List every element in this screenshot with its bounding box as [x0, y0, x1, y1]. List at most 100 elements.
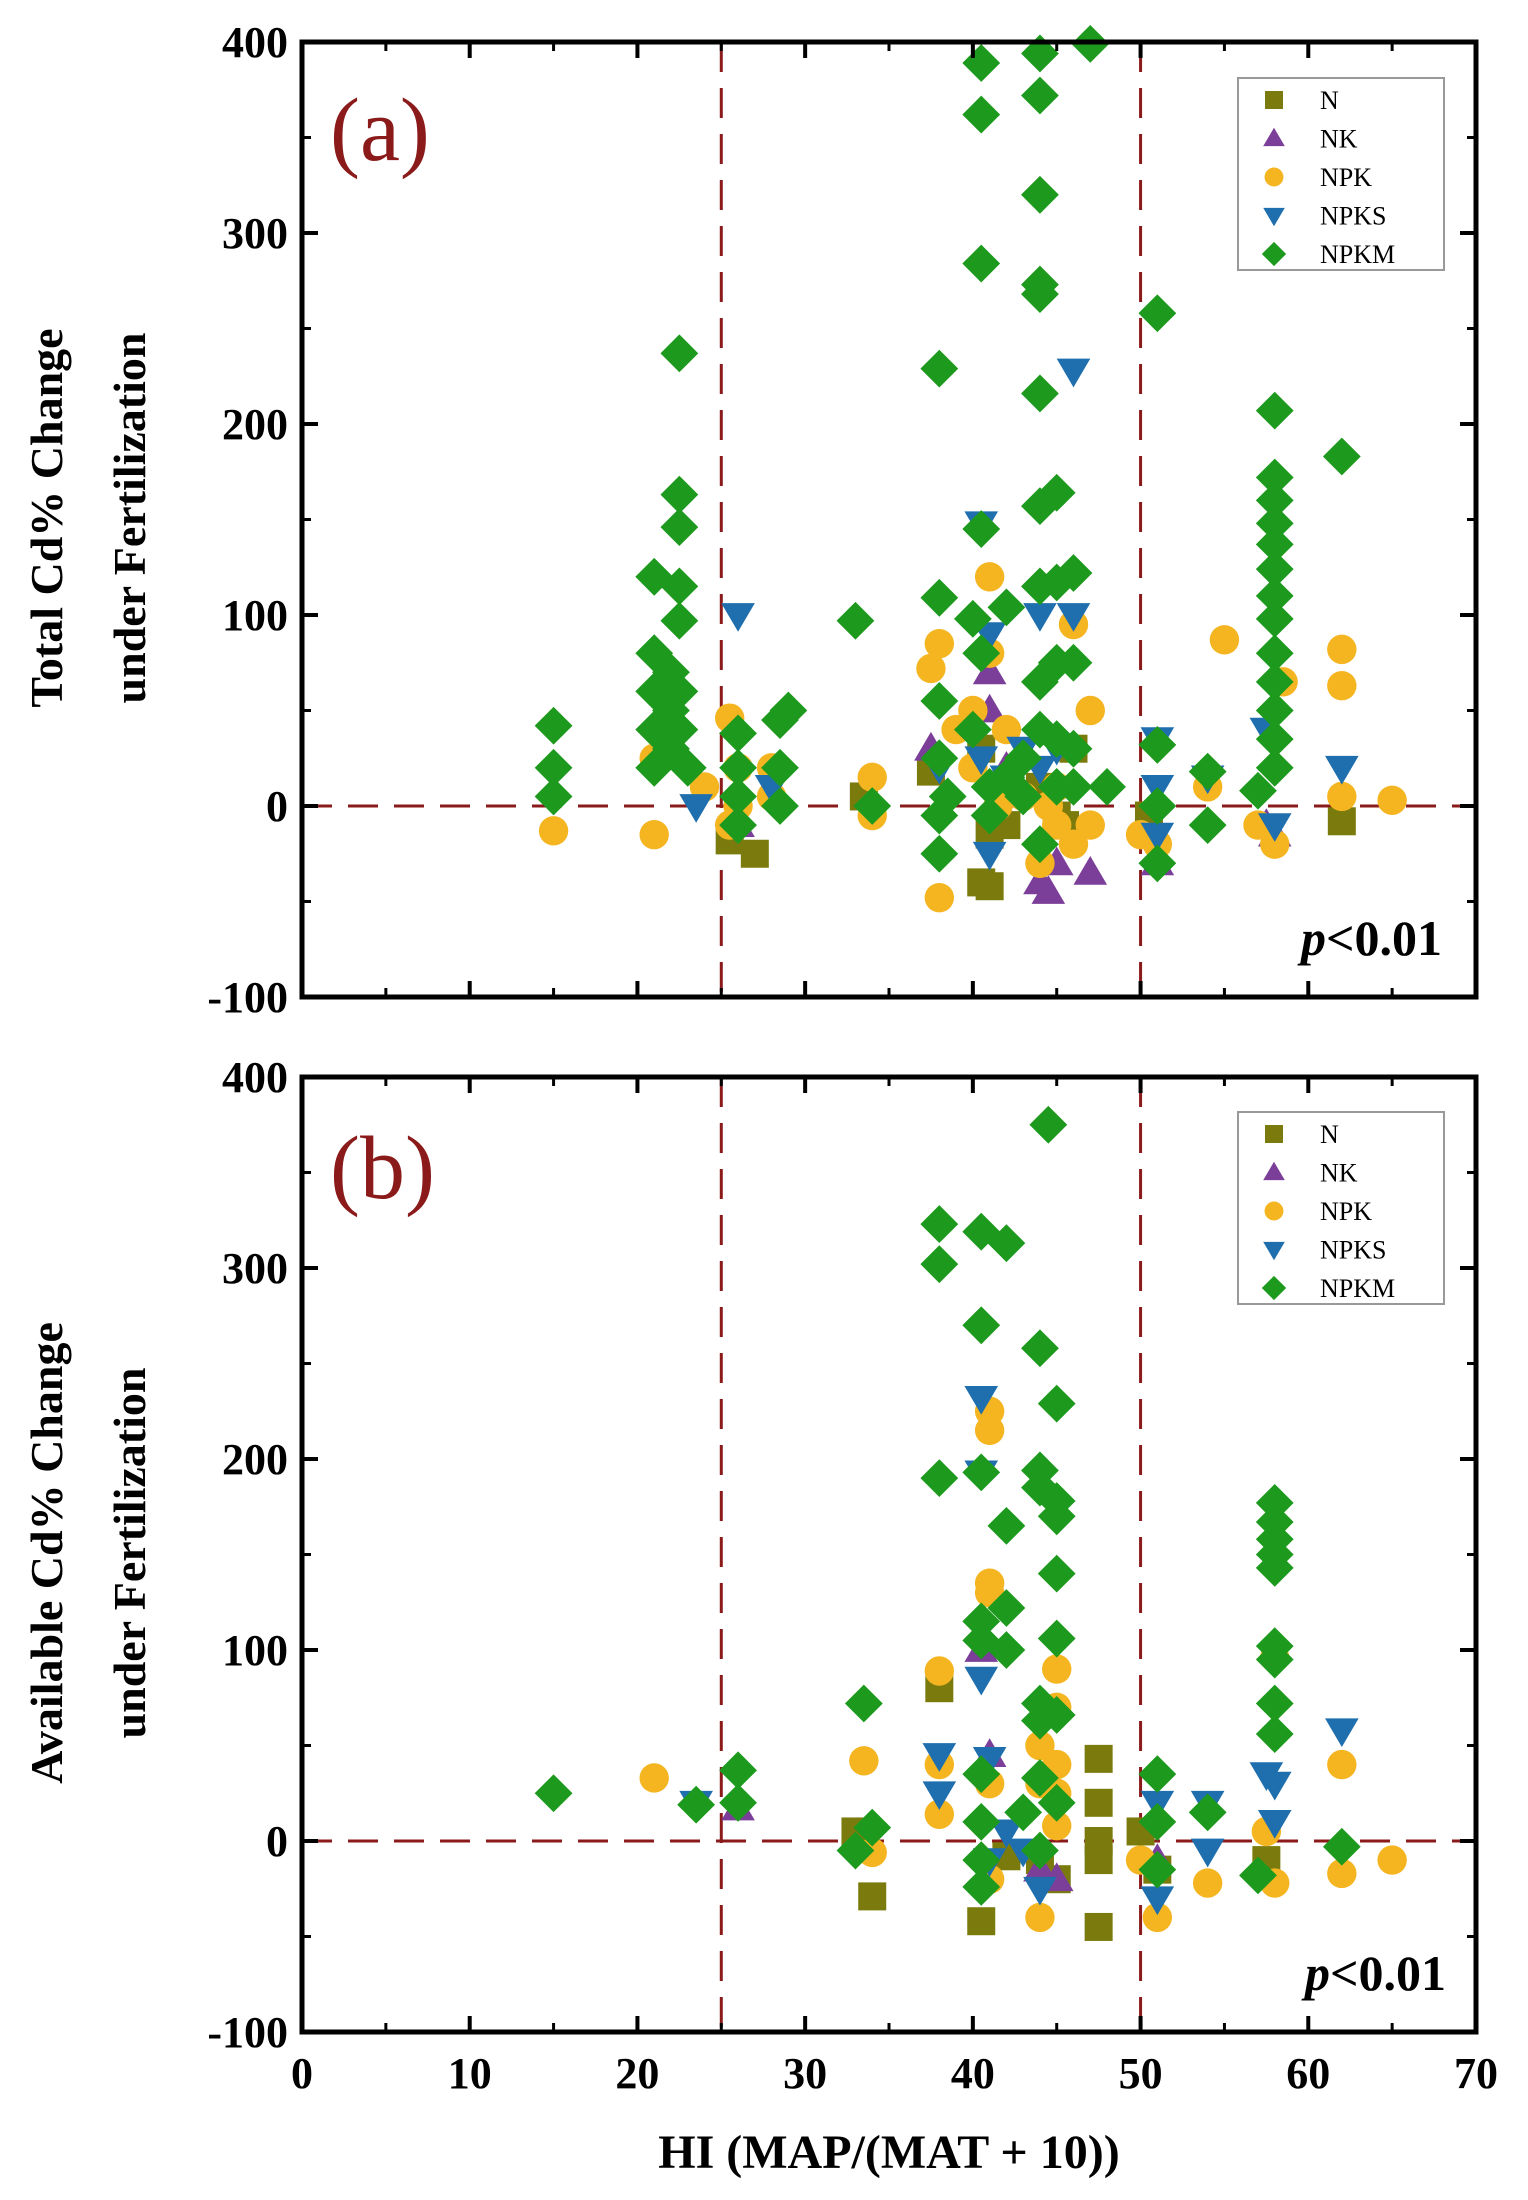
panel-a-point-npkm	[920, 682, 959, 720]
panel-a-point-npkm	[1255, 599, 1294, 638]
panel-b-point-n	[1084, 1912, 1113, 1941]
panel-a-point-npkm	[953, 599, 992, 638]
panel-b-point-npks	[1140, 1886, 1175, 1916]
panel-b-point-npks	[1325, 1718, 1359, 1748]
panel-b-tag: (b)	[330, 1119, 435, 1218]
panel-a-ytick-label: 300	[222, 209, 288, 258]
panel-b-xtick-label: 0	[291, 2049, 313, 2098]
panel-a-point-npkm	[660, 475, 699, 514]
panel-b-point-npkm	[962, 1621, 1001, 1660]
panel-a-point-npkm	[920, 578, 959, 617]
panel-b-point-npkm	[920, 1459, 959, 1497]
panel-a-points	[534, 25, 1407, 913]
panel-b-legend-label-n: N	[1320, 1120, 1339, 1149]
panel-a-point-npkm	[1255, 634, 1294, 673]
panel-b-point-npkm	[962, 1755, 1001, 1794]
panel-b-point-npkm	[1138, 1803, 1177, 1841]
panel-a-point-npkm	[1255, 458, 1294, 497]
panel-a-point-npkm	[1054, 643, 1093, 682]
panel-b: Available Cd% Change under Fertilization…	[21, 1053, 1498, 2179]
panel-b-point-npkm	[962, 1453, 1001, 1492]
panel-a-point-npkm	[534, 706, 573, 745]
panel-b-point-npkm	[534, 1774, 573, 1813]
panel-a-point-npkm	[920, 834, 959, 873]
panel-a-point-npks	[721, 603, 755, 632]
panel-a-point-npkm	[962, 95, 1001, 134]
panel-a-point-npkm	[719, 714, 757, 753]
panel-b-point-npkm	[853, 1808, 892, 1847]
panel-a-legend-label-npks: NPKS	[1320, 202, 1386, 231]
panel-b-point-npk	[924, 1799, 955, 1829]
panel-a-point-npk	[924, 882, 955, 913]
panel-a-point-npkm	[1054, 768, 1093, 806]
panel-b-xtick-label: 20	[615, 2049, 659, 2098]
panel-a-point-npkm	[1021, 175, 1059, 214]
panel-b-point-npkm	[1037, 1619, 1076, 1658]
panel-a-point-npkm	[660, 710, 699, 749]
panel-b-point-npkm	[1255, 1484, 1294, 1522]
panel-a-point-npkm	[1255, 481, 1294, 520]
panel-a-point-npkm	[1255, 504, 1294, 543]
panel-a-point-npk	[1042, 810, 1072, 840]
panel-b-legend-label-npk: NPK	[1320, 1197, 1372, 1226]
panel-a-point-npkm	[660, 334, 699, 373]
panel-a-point-npks	[972, 841, 1007, 871]
panel-b-point-npks	[1023, 1876, 1057, 1906]
panel-a-point-npk	[1327, 781, 1357, 812]
panel-a-ytick-label: -100	[207, 973, 288, 1022]
panel-b-point-npk	[1327, 1749, 1357, 1780]
panel-b-point-npk	[974, 1415, 1005, 1446]
panel-b-point-npkm	[987, 1589, 1026, 1627]
panel-a-legend-marker-npks	[1263, 207, 1285, 227]
panel-a-point-npkm	[1138, 787, 1177, 825]
panel-a-point-npks	[1023, 603, 1057, 632]
panel-a-point-npkm	[1255, 525, 1294, 564]
panel-a-p-threshold: <0.01	[1326, 910, 1442, 966]
panel-a-point-npk	[1377, 785, 1407, 815]
panel-a-point-npk	[1327, 670, 1357, 701]
panel-a-point-npk	[1327, 634, 1357, 665]
panel-b-ytick-label: 200	[222, 1435, 288, 1484]
panel-a-point-npkm	[1021, 76, 1059, 115]
panel-b-point-npk	[1377, 1845, 1407, 1875]
panel-b-point-n	[1084, 1846, 1113, 1875]
panel-b-point-npkm	[1138, 1850, 1177, 1889]
panel-b-point-npkm	[962, 1803, 1001, 1841]
panel-a-point-npk	[974, 562, 1005, 592]
panel-b-legend-marker-n	[1265, 1125, 1283, 1143]
panel-b-point-npkm	[1021, 1759, 1059, 1797]
panel-b-legend: N NK NPK NPKS NPKM	[1237, 1111, 1445, 1305]
panel-b-point-n	[858, 1882, 887, 1911]
panel-a-point-nk	[1031, 875, 1066, 904]
panel-a-p-value: p<0.01	[1297, 910, 1442, 966]
panel-b-point-npkm	[1037, 1783, 1076, 1822]
panel-a-p-symbol: p	[1297, 910, 1326, 966]
panel-b-legend-marker-npk	[1264, 1201, 1284, 1221]
panel-b-series-npkm	[534, 1105, 1361, 1906]
panel-b-legend-marker-npkm	[1261, 1275, 1287, 1301]
panel-b-point-npkm	[962, 1867, 1001, 1906]
panel-a-ylabel-line1: Total Cd% Change	[21, 328, 72, 707]
panel-b-point-npkm	[962, 1602, 1001, 1641]
panel-a-ylabel-line2: under Fertilization	[104, 333, 155, 704]
panel-b-p-value: p<0.01	[1301, 1945, 1446, 2001]
panel-a-point-npkm	[761, 787, 799, 825]
panel-b-xtick-label: 40	[951, 2049, 995, 2098]
panel-a-point-npk	[958, 695, 988, 726]
panel-b-point-npk	[1192, 1868, 1223, 1898]
panel-b-point-npkm	[1255, 1715, 1294, 1753]
panel-a-point-npk	[1058, 829, 1089, 859]
panel-b-point-npkm	[920, 1205, 959, 1243]
panel-b-ylabel-line2: under Fertilization	[104, 1368, 155, 1739]
panel-a-point-npkm	[769, 691, 808, 730]
panel-b-point-npkm	[1021, 1329, 1059, 1368]
panel-a-point-npkm	[1138, 294, 1177, 333]
panel-a-point-npks	[964, 746, 999, 776]
panel-a-point-npkm	[1255, 550, 1294, 589]
panel-a-ytick-label: 200	[222, 400, 288, 449]
panel-a-point-npkm	[660, 672, 699, 711]
panel-a-point-npkm	[719, 806, 757, 844]
panel-b-point-npks	[1257, 1771, 1292, 1801]
panel-b-ytick-label: -100	[207, 2008, 288, 2057]
